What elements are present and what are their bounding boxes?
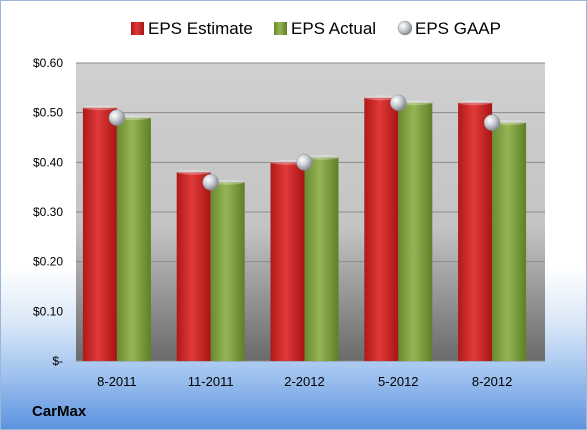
bars [82, 95, 527, 362]
gaap-marker [202, 173, 219, 191]
bar-top-highlight [492, 120, 527, 126]
y-tick-label: $0.60 [33, 56, 63, 70]
x-axis-labels: 8-2011 11-2011 2-2012 5-2012 8-2012 [97, 374, 512, 389]
legend-swatch [131, 22, 144, 35]
y-tick-label: $0.50 [33, 106, 63, 120]
bar-eps-actual [116, 117, 151, 361]
bar-top-highlight [116, 115, 151, 121]
bar-top-highlight [210, 179, 245, 185]
x-category-label: 11-2011 [188, 374, 234, 389]
bar-eps-actual [492, 122, 527, 361]
gaap-marker [483, 114, 501, 131]
legend-label: EPS GAAP [415, 19, 501, 38]
x-category-label: 2-2012 [284, 374, 324, 389]
legend: EPS Estimate EPS Actual EPS GAAP [131, 19, 501, 38]
bar-top-highlight [176, 169, 211, 175]
bar-eps-actual [398, 102, 433, 361]
bar-eps-estimate [176, 172, 211, 361]
legend-marker-icon [397, 20, 413, 36]
y-tick-label: $0.40 [33, 155, 63, 169]
bar-eps-estimate [364, 97, 399, 362]
gaap-markers [108, 94, 501, 191]
bar-top-highlight [304, 154, 339, 160]
company-name: CarMax [32, 403, 87, 420]
y-tick-label: $0.30 [33, 205, 63, 219]
x-category-label: 8-2012 [472, 374, 512, 389]
bar-eps-estimate [458, 102, 493, 361]
x-category-label: 8-2011 [97, 374, 137, 389]
legend-label: EPS Actual [291, 19, 376, 38]
y-tick-label: $- [52, 354, 63, 368]
bar-eps-estimate [270, 162, 305, 361]
bar-eps-actual [304, 157, 339, 361]
bar-top-highlight [82, 105, 117, 111]
gaap-marker [296, 154, 313, 171]
bar-top-highlight [364, 95, 399, 101]
bar-eps-actual [210, 182, 245, 361]
bar-top-highlight [458, 100, 493, 106]
gaap-marker [108, 109, 126, 126]
gaap-marker [390, 94, 407, 111]
legend-swatch [274, 22, 287, 35]
x-category-label: 5-2012 [378, 374, 418, 389]
y-axis-ticks: $- $0.10 $0.20 $0.30 $0.40 $0.50 $0.60 [33, 56, 63, 368]
bar-top-highlight [398, 100, 433, 106]
bar-eps-estimate [82, 107, 117, 361]
y-tick-label: $0.20 [33, 255, 63, 269]
legend-label: EPS Estimate [148, 19, 253, 38]
bar-top-highlight [270, 159, 305, 165]
y-tick-label: $0.10 [33, 304, 63, 318]
